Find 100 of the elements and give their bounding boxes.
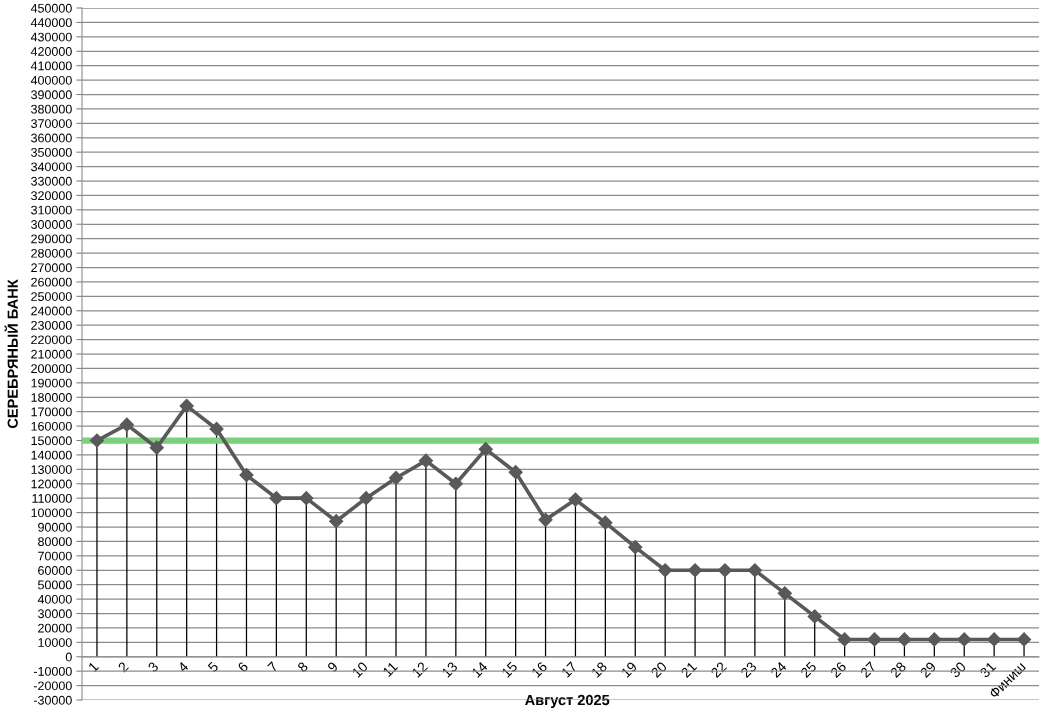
- point: [987, 632, 1002, 647]
- x-tick-label: 14: [471, 661, 488, 678]
- y-tick-label: 260000: [31, 277, 72, 287]
- x-tick-label: 17: [561, 661, 578, 678]
- x-tick-label: 18: [590, 661, 608, 678]
- point: [239, 468, 254, 483]
- y-tick-label: 380000: [31, 104, 72, 114]
- y-tick-label: 440000: [30, 18, 72, 28]
- point: [568, 492, 583, 507]
- point: [957, 632, 972, 647]
- x-tick-label: 13: [441, 661, 459, 678]
- point: [89, 433, 105, 448]
- y-tick-label: 20000: [38, 623, 72, 633]
- x-tick-label: 7: [267, 661, 279, 673]
- point: [538, 512, 553, 527]
- point: [628, 540, 643, 555]
- point: [658, 563, 673, 578]
- y-tick-label: -10000: [33, 666, 72, 676]
- y-tick-label: 10000: [38, 638, 72, 647]
- x-tick-label: 1: [88, 661, 100, 673]
- x-tick-label: 15: [501, 661, 518, 678]
- y-tick-label: 240000: [31, 306, 72, 316]
- y-tick-label: 150000: [31, 436, 72, 446]
- x-tick-label: 19: [620, 661, 638, 678]
- x-tick-label: 2: [117, 661, 129, 673]
- x-tick-label: 24: [770, 661, 788, 679]
- x-tick-label: 8: [296, 661, 309, 673]
- y-tick-label: 340000: [31, 162, 72, 172]
- point: [747, 563, 762, 578]
- x-tick-label: 22: [710, 661, 728, 679]
- y-tick-label: 100000: [31, 508, 72, 518]
- point: [418, 453, 434, 468]
- y-tick-label: 40000: [37, 594, 72, 604]
- point: [359, 491, 374, 506]
- y-tick-label: 140000: [31, 450, 72, 460]
- y-tick-label: 220000: [31, 335, 72, 345]
- y-tick-label: -30000: [33, 695, 72, 705]
- y-tick-label: 320000: [31, 191, 72, 201]
- y-axis-title: СЕРЕБРЯНЫЙ БАНК: [4, 279, 18, 429]
- point: [807, 609, 822, 624]
- point: [897, 632, 912, 647]
- y-tick-label: 180000: [31, 393, 72, 402]
- point: [299, 491, 314, 506]
- point: [867, 632, 882, 647]
- x-tick-label: 10: [351, 661, 369, 678]
- x-tick-label: 27: [859, 661, 877, 679]
- y-tick-label: 410000: [30, 61, 72, 71]
- point: [119, 417, 134, 432]
- x-tick-label: 12: [411, 661, 428, 678]
- y-tick-label: 30000: [38, 609, 72, 619]
- y-tick-label: 0: [65, 652, 72, 662]
- point: [598, 515, 613, 530]
- y-tick-label: 190000: [31, 378, 72, 388]
- x-tick-label: 6: [237, 661, 249, 673]
- y-tick-label: 60000: [38, 566, 72, 575]
- point: [927, 632, 942, 647]
- point: [687, 563, 703, 578]
- point: [269, 491, 284, 506]
- y-tick-label: 230000: [31, 320, 72, 330]
- x-tick-label: 25: [799, 661, 817, 679]
- y-tick-label: 310000: [31, 205, 72, 215]
- y-tick-label: 270000: [31, 263, 72, 273]
- x-tick-label: 11: [382, 661, 399, 678]
- y-tick-label: 450000: [30, 3, 72, 13]
- y-tick-label: 420000: [30, 47, 72, 56]
- y-tick-label: 200000: [31, 364, 72, 374]
- point: [329, 514, 344, 529]
- y-tick-label: 90000: [38, 522, 72, 532]
- y-tick-label: 130000: [31, 465, 72, 474]
- x-tick-label: 23: [740, 661, 758, 679]
- y-tick-label: 250000: [31, 292, 72, 301]
- y-tick-label: -20000: [33, 681, 72, 691]
- y-tick-label: 80000: [38, 537, 72, 547]
- y-tick-label: 400000: [30, 75, 72, 85]
- x-tick-label: 30: [949, 661, 967, 679]
- x-tick-label: 21: [680, 661, 698, 679]
- point: [448, 476, 463, 491]
- x-tick-label: 9: [326, 661, 339, 673]
- x-tick-label: 16: [531, 661, 548, 678]
- y-tick-label: 160000: [31, 421, 72, 431]
- y-tick-label: 330000: [31, 176, 72, 186]
- y-tick-label: 110000: [32, 493, 72, 503]
- point: [209, 421, 224, 437]
- point: [1016, 632, 1032, 647]
- point: [717, 563, 733, 578]
- point: [508, 465, 523, 480]
- point: [149, 440, 164, 455]
- point: [179, 398, 194, 413]
- x-tick-label: 29: [919, 661, 937, 679]
- x-tick-label: 3: [147, 661, 159, 673]
- point: [388, 470, 404, 486]
- y-tick-label: 210000: [31, 349, 72, 359]
- y-tick-label: 350000: [31, 147, 72, 157]
- point: [478, 442, 493, 457]
- x-tick-label: 20: [650, 661, 668, 679]
- y-tick-label: 290000: [31, 234, 72, 244]
- y-tick-label: 280000: [31, 248, 72, 258]
- y-tick-label: 50000: [38, 580, 72, 590]
- point: [837, 632, 852, 647]
- y-tick-label: 70000: [38, 551, 72, 561]
